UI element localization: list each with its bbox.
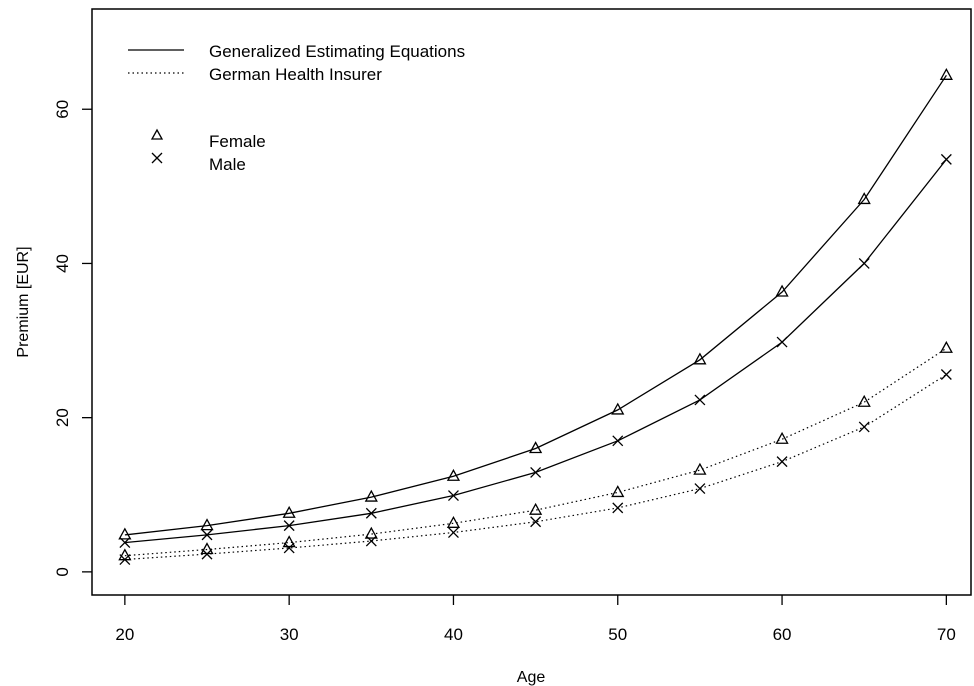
- point-insurer-male-age-45: [531, 517, 541, 527]
- point-gee-female-age-70: [941, 69, 952, 79]
- point-insurer-male-age-30: [284, 543, 294, 553]
- point-insurer-female-age-20: [119, 550, 130, 560]
- point-gee-female-age-45: [530, 443, 541, 453]
- point-gee-male-age-65: [859, 258, 869, 268]
- legend: Generalized Estimating Equations German …: [128, 42, 465, 174]
- x-axis: 20 30 40 50 60 70: [115, 595, 955, 644]
- x-tick-label: 60: [773, 625, 792, 644]
- legend-cross-icon: [152, 153, 162, 163]
- y-tick-label: 40: [53, 254, 72, 273]
- legend-triangle-icon: [152, 130, 162, 139]
- point-insurer-female-age-25: [202, 544, 213, 554]
- point-insurer-female-age-70: [941, 342, 952, 352]
- point-insurer-male-age-70: [941, 369, 951, 379]
- y-tick-label: 20: [53, 408, 72, 427]
- y-tick-label: 0: [53, 567, 72, 576]
- x-tick-label: 30: [280, 625, 299, 644]
- point-insurer-female-age-65: [859, 396, 870, 406]
- point-insurer-female-age-50: [612, 486, 623, 496]
- point-insurer-female-age-45: [530, 504, 541, 514]
- point-insurer-male-age-50: [613, 503, 623, 513]
- x-axis-title: Age: [517, 669, 546, 686]
- legend-label-female: Female: [209, 132, 266, 151]
- point-insurer-male-age-55: [695, 484, 705, 494]
- legend-label-male: Male: [209, 155, 246, 174]
- y-tick-label: 60: [53, 100, 72, 119]
- y-axis-title: Premium [EUR]: [15, 246, 32, 357]
- point-gee-male-age-70: [941, 154, 951, 164]
- plot-frame: [92, 9, 971, 595]
- x-tick-label: 50: [608, 625, 627, 644]
- point-insurer-male-age-65: [859, 422, 869, 432]
- legend-label-gee: Generalized Estimating Equations: [209, 42, 465, 61]
- point-gee-male-age-40: [448, 491, 458, 501]
- point-gee-male-age-50: [613, 436, 623, 446]
- point-insurer-female-age-60: [777, 433, 788, 443]
- x-tick-label: 70: [937, 625, 956, 644]
- point-insurer-male-age-60: [777, 457, 787, 467]
- series-line-gee-male: [125, 159, 947, 542]
- point-insurer-female-age-30: [284, 537, 295, 547]
- x-tick-label: 20: [115, 625, 134, 644]
- point-gee-male-age-60: [777, 337, 787, 347]
- point-gee-female-age-50: [612, 404, 623, 414]
- x-tick-label: 40: [444, 625, 463, 644]
- point-gee-male-age-45: [531, 467, 541, 477]
- point-gee-male-age-55: [695, 395, 705, 405]
- series-line-insurer-male: [125, 375, 947, 560]
- y-axis: 0 20 40 60: [53, 100, 92, 577]
- point-insurer-female-age-55: [694, 464, 705, 474]
- legend-label-insurer: German Health Insurer: [209, 65, 382, 84]
